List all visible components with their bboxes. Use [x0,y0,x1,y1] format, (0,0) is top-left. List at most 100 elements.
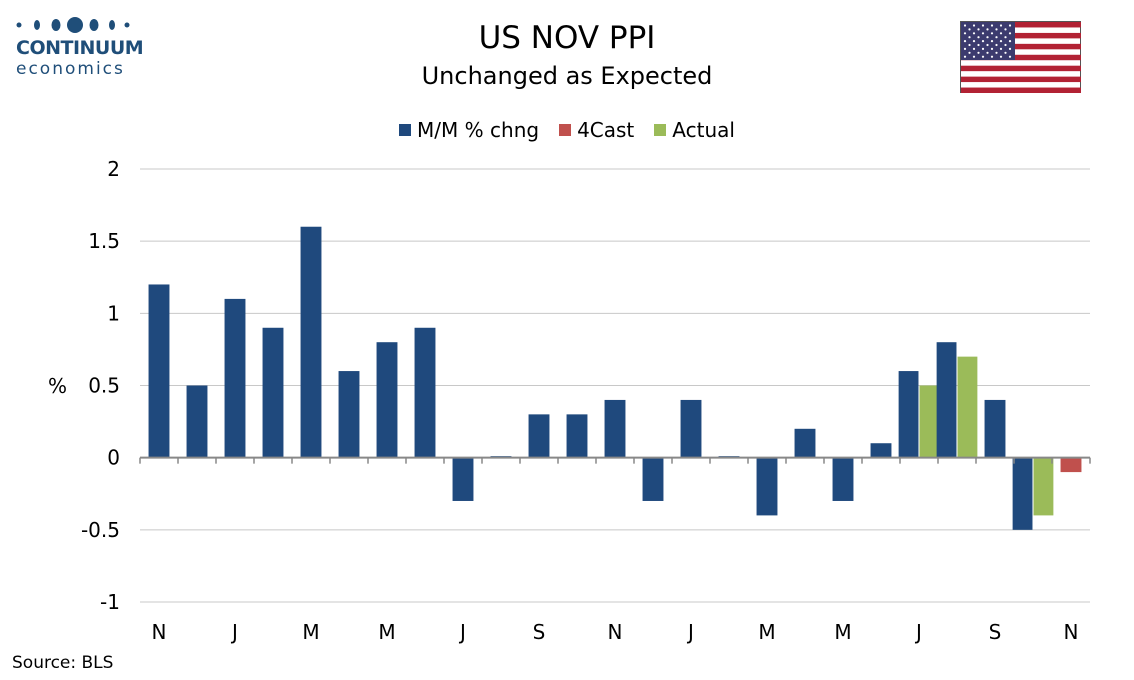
flag-star [999,47,1003,50]
bar-mm [794,428,816,458]
flag-star [995,28,998,31]
x-tick-label: N [608,620,623,644]
bar-mm [414,327,436,458]
flag-star [981,55,985,58]
x-tick-label: S [533,620,546,644]
logo-dots-icon [16,17,130,33]
flag-star [1008,32,1012,35]
legend-swatch-4cast [559,124,572,136]
chart-legend: M/M % chng 4Cast Actual [0,118,1134,142]
flag-stripe [961,54,1081,61]
flag-star [981,40,985,43]
flag-star [986,36,989,39]
flag-star [981,47,985,50]
flag-star [977,36,980,39]
flag-star [981,24,985,27]
bar-mm [452,457,474,501]
bar-mm [680,399,702,458]
flag-star [986,28,989,31]
legend-item-actual: Actual [654,118,735,142]
tick-labels: 2 1.5 1 0.5 0 -0.5 -1 N J M M J S N J M M J S N [81,157,1079,644]
x-tick-label: N [152,620,167,644]
flag-stripe [961,65,1081,72]
flag-star [972,32,976,35]
legend-label-mm: M/M % chng [417,118,540,142]
flag-star [986,43,989,47]
flag-star [1008,40,1012,43]
bar-mm [186,385,208,458]
logo-word-economics: economics [16,59,125,79]
flag-star [972,24,976,27]
flag-star [990,55,994,58]
flag-star [990,40,994,43]
bar-mm [984,399,1006,458]
flag-star [977,28,980,31]
legend-swatch-mm [399,124,412,136]
bar-mm [224,298,246,458]
flag-star [1008,47,1012,50]
bar-mm [148,284,170,458]
flag-star [990,32,994,35]
bar-mm [1012,457,1033,530]
x-tick-label: J [686,620,694,644]
flag-star [972,47,976,50]
flag-star [999,24,1003,27]
flag-star [1004,36,1007,39]
flag-star [1008,24,1012,27]
legend-label-4cast: 4Cast [577,118,635,142]
bar-mm [300,226,322,458]
flag-star [968,28,971,31]
x-tick-label: M [834,620,851,644]
y-tick-label: 1 [107,301,120,325]
us-flag-icon [960,21,1081,93]
axes [139,456,1091,464]
legend-item-mm: M/M % chng [399,118,539,142]
flag-stripe [961,32,1081,39]
source-note: Source: BLS [12,653,114,673]
y-axis-label: % [48,374,68,398]
bar-mm [936,342,957,458]
flag-star [1004,51,1007,54]
flag-star [968,43,971,47]
bar-mm [870,443,892,458]
logo-word-continuum: CONTINUUM [16,37,144,59]
x-tick-label: S [989,620,1002,644]
y-tick-label: 0 [107,446,120,470]
x-tick-label: M [302,620,319,644]
flag-star [986,51,989,54]
flag-stripe [961,76,1081,83]
flag-star [977,43,980,47]
flag-star [990,24,994,27]
bar-mm [528,414,550,458]
y-tick-label: -1 [100,590,120,614]
flag-star [999,32,1003,35]
bar-mm [376,342,398,458]
flag-star [963,40,967,43]
y-tick-label: 0.5 [88,374,120,398]
x-tick-label: J [458,620,466,644]
bar-mm [566,414,588,458]
bar-mm [832,457,854,501]
flag-star [968,51,971,54]
flag-star [972,55,976,58]
x-tick-label: M [378,620,395,644]
x-tick-label: M [758,620,775,644]
flag-star [990,47,994,50]
legend-item-4cast: 4Cast [559,118,634,142]
flag-stripe [961,43,1081,50]
chart-subtitle: Unchanged as Expected [421,62,713,90]
flag-star [999,40,1003,43]
flag-star [981,32,985,35]
bar-mm [262,327,284,458]
bar-actual [1033,457,1054,516]
flag-star [968,36,971,39]
bar-mm [338,371,360,458]
flag-star [963,55,967,58]
flag-star [999,55,1003,58]
x-tick-label: J [914,620,922,644]
flag-star [1008,55,1012,58]
bar-mm [898,371,919,458]
flag-star [963,24,967,27]
y-tick-label: 2 [107,157,120,181]
bar-mm [756,457,778,516]
